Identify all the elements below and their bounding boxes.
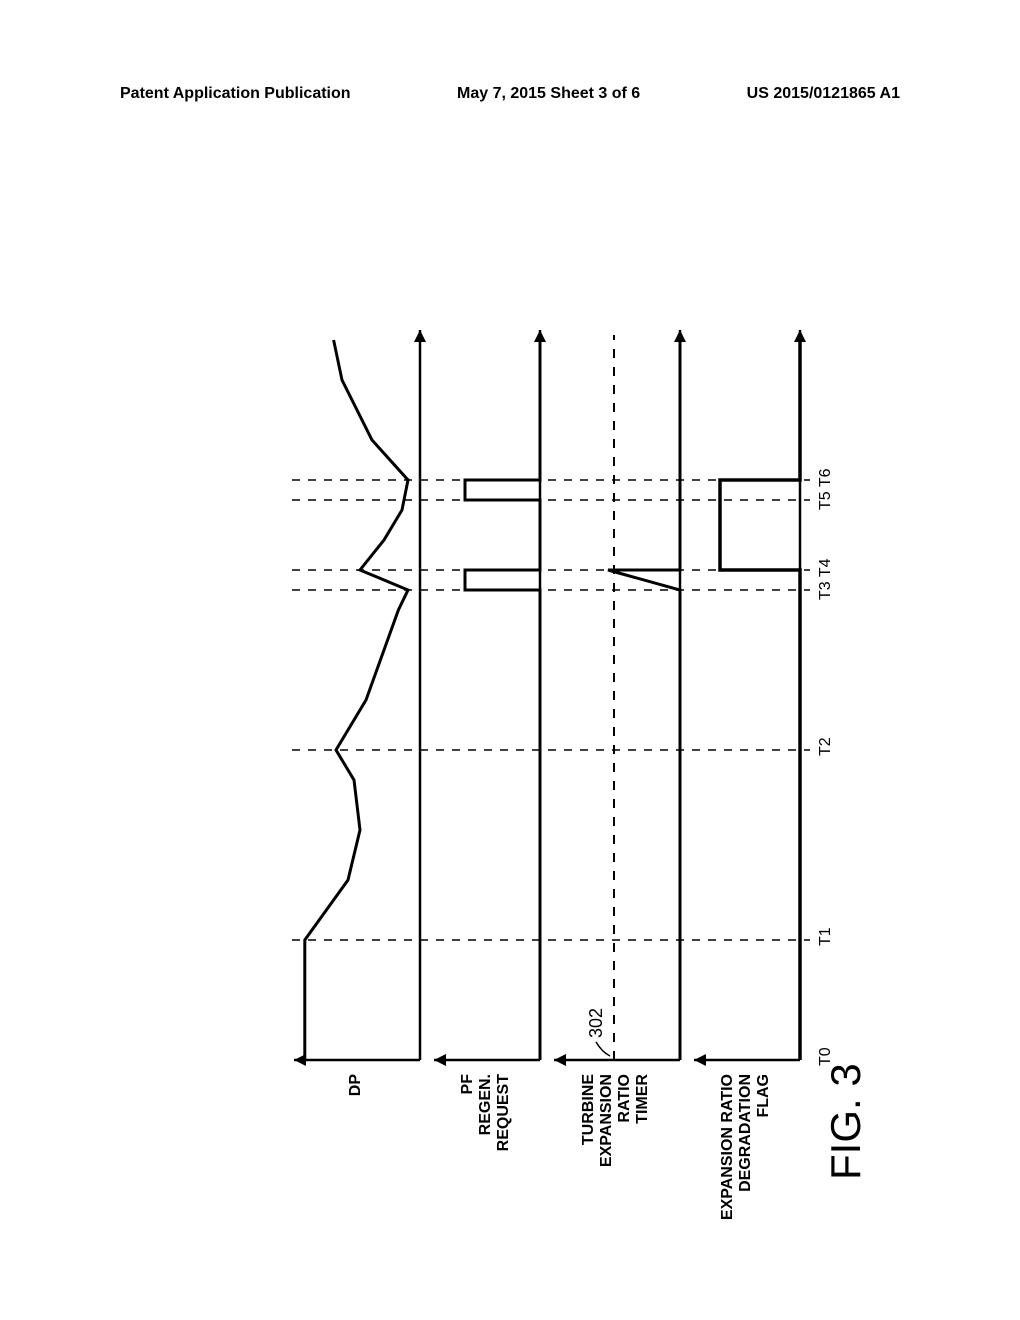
svg-text:TURBINE: TURBINE [580, 1074, 597, 1145]
svg-text:REQUEST: REQUEST [495, 1074, 512, 1152]
svg-text:TIMER: TIMER [634, 1074, 651, 1124]
svg-text:PF: PF [459, 1074, 476, 1095]
svg-text:FLAG: FLAG [755, 1074, 772, 1118]
svg-text:T5 T6: T5 T6 [817, 468, 834, 510]
svg-text:T2: T2 [817, 737, 834, 756]
header-center: May 7, 2015 Sheet 3 of 6 [457, 85, 640, 103]
header-left: Patent Application Publication [120, 85, 351, 103]
svg-text:DP: DP [347, 1074, 364, 1097]
svg-text:EXPANSION RATIO: EXPANSION RATIO [719, 1074, 736, 1220]
svg-text:T1: T1 [817, 927, 834, 946]
svg-text:REGEN.: REGEN. [477, 1074, 494, 1135]
svg-text:302: 302 [586, 1008, 606, 1038]
svg-text:FIG. 3: FIG. 3 [822, 1063, 869, 1180]
header-right: US 2015/0121865 A1 [747, 85, 900, 103]
figure-3: 302 DP PFREGEN.REQUEST TURBINEEXPANSIONRATI… [100, 180, 920, 1220]
svg-text:RATIO: RATIO [616, 1074, 633, 1123]
page-header: Patent Application Publication May 7, 20… [120, 85, 900, 103]
svg-text:T3 T4: T3 T4 [817, 558, 834, 600]
svg-text:T0: T0 [817, 1047, 834, 1066]
svg-text:EXPANSION: EXPANSION [598, 1074, 615, 1167]
svg-text:DEGRADATION: DEGRADATION [737, 1074, 754, 1192]
